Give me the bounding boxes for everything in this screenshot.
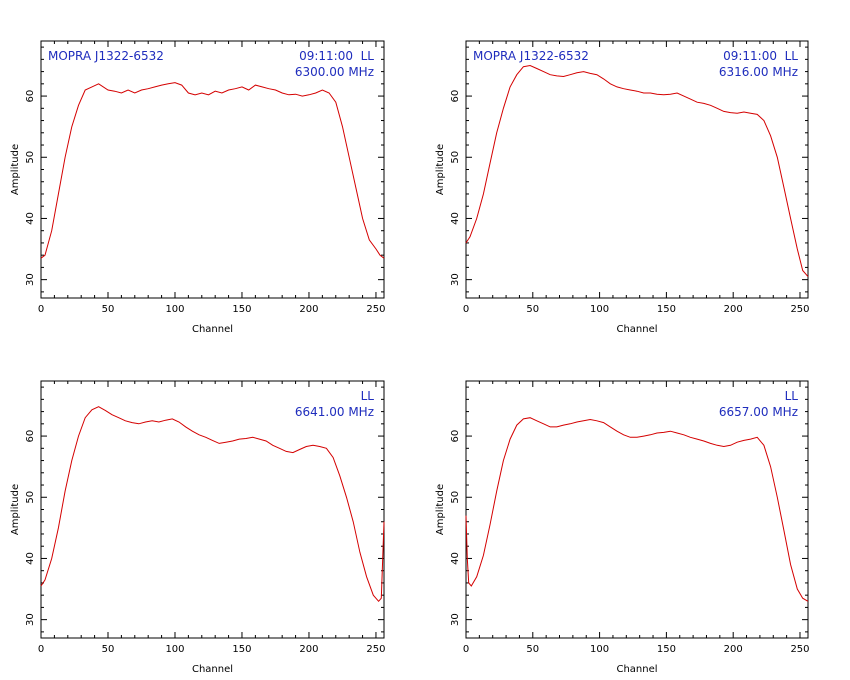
x-tick-label: 200 — [299, 304, 318, 315]
y-tick-label: 50 — [25, 151, 36, 164]
x-axis-label: Channel — [192, 664, 233, 675]
y-tick-label: 40 — [450, 212, 461, 225]
plot-frame — [40, 40, 385, 299]
y-tick-label: 30 — [25, 273, 36, 286]
y-tick-label: 60 — [450, 430, 461, 443]
y-tick-label: 50 — [450, 151, 461, 164]
x-tick-label: 50 — [102, 644, 115, 655]
x-tick-label: 200 — [724, 644, 743, 655]
time-polarisation: 09:11:00 LL — [299, 49, 374, 63]
spectrum-line — [465, 64, 809, 277]
x-tick-label: 150 — [232, 304, 251, 315]
source-name: MOPRA J1322-6532 — [48, 49, 164, 63]
spectrum-line — [465, 417, 809, 602]
y-axis-label: Amplitude — [10, 484, 21, 535]
frequency-label: 6300.00 MHz — [295, 65, 374, 79]
x-tick-label: 50 — [102, 304, 115, 315]
x-tick-label: 250 — [790, 304, 809, 315]
y-tick-label: 30 — [450, 273, 461, 286]
x-tick-label: 250 — [366, 644, 385, 655]
y-tick-label: 30 — [25, 613, 36, 626]
x-tick-label: 0 — [38, 304, 44, 315]
y-tick-label: 60 — [450, 90, 461, 103]
y-tick-label: 40 — [25, 552, 36, 565]
y-tick-label: 60 — [25, 90, 36, 103]
x-axis-label: Channel — [616, 664, 657, 675]
y-tick-label: 30 — [450, 613, 461, 626]
y-axis-label: Amplitude — [435, 484, 446, 535]
spectrum-panel-4: 0 50 100 150 200 250 30 40 50 60 Channel Amplitude L… — [435, 380, 810, 675]
x-axis-label: Channel — [616, 324, 657, 335]
x-tick-label: 0 — [463, 644, 469, 655]
frequency-label: 6316.00 MHz — [719, 65, 798, 79]
time-polarisation: LL — [361, 389, 375, 403]
x-tick-label: 150 — [232, 644, 251, 655]
spectrum-panel-1: 0 50 100 150 200 250 30 40 50 60 Channel Amplitude M… — [10, 40, 386, 335]
x-tick-label: 0 — [463, 304, 469, 315]
y-axis-label: Amplitude — [10, 144, 21, 195]
x-tick-label: 100 — [590, 644, 609, 655]
x-tick-label: 100 — [165, 304, 184, 315]
spectrum-panel-3: 0 50 100 150 200 250 30 40 50 60 Channel Amplitude L… — [10, 380, 386, 675]
plot-frame — [40, 380, 385, 639]
y-axis-label: Amplitude — [435, 144, 446, 195]
time-polarisation: LL — [785, 389, 799, 403]
y-tick-label: 40 — [25, 212, 36, 225]
x-tick-label: 150 — [657, 644, 676, 655]
spectrum-line — [40, 82, 385, 259]
x-tick-label: 250 — [790, 644, 809, 655]
x-tick-label: 50 — [526, 304, 539, 315]
x-tick-label: 50 — [526, 644, 539, 655]
x-tick-label: 150 — [657, 304, 676, 315]
y-tick-label: 50 — [25, 491, 36, 504]
frequency-label: 6641.00 MHz — [295, 405, 374, 419]
x-tick-label: 100 — [165, 644, 184, 655]
x-tick-label: 200 — [724, 304, 743, 315]
time-polarisation: 09:11:00 LL — [723, 49, 798, 63]
x-tick-label: 100 — [590, 304, 609, 315]
y-tick-label: 40 — [450, 552, 461, 565]
x-tick-label: 0 — [38, 644, 44, 655]
source-name: MOPRA J1322-6532 — [473, 49, 589, 63]
y-tick-label: 60 — [25, 430, 36, 443]
plot-frame — [465, 40, 809, 299]
spectrum-line — [40, 406, 385, 603]
plot-frame — [465, 380, 809, 639]
x-axis-label: Channel — [192, 324, 233, 335]
frequency-label: 6657.00 MHz — [719, 405, 798, 419]
x-tick-label: 200 — [299, 644, 318, 655]
x-tick-label: 250 — [366, 304, 385, 315]
spectrum-panel-2: 0 50 100 150 200 250 30 40 50 60 Channel Amplitude M… — [435, 40, 810, 335]
y-tick-label: 50 — [450, 491, 461, 504]
